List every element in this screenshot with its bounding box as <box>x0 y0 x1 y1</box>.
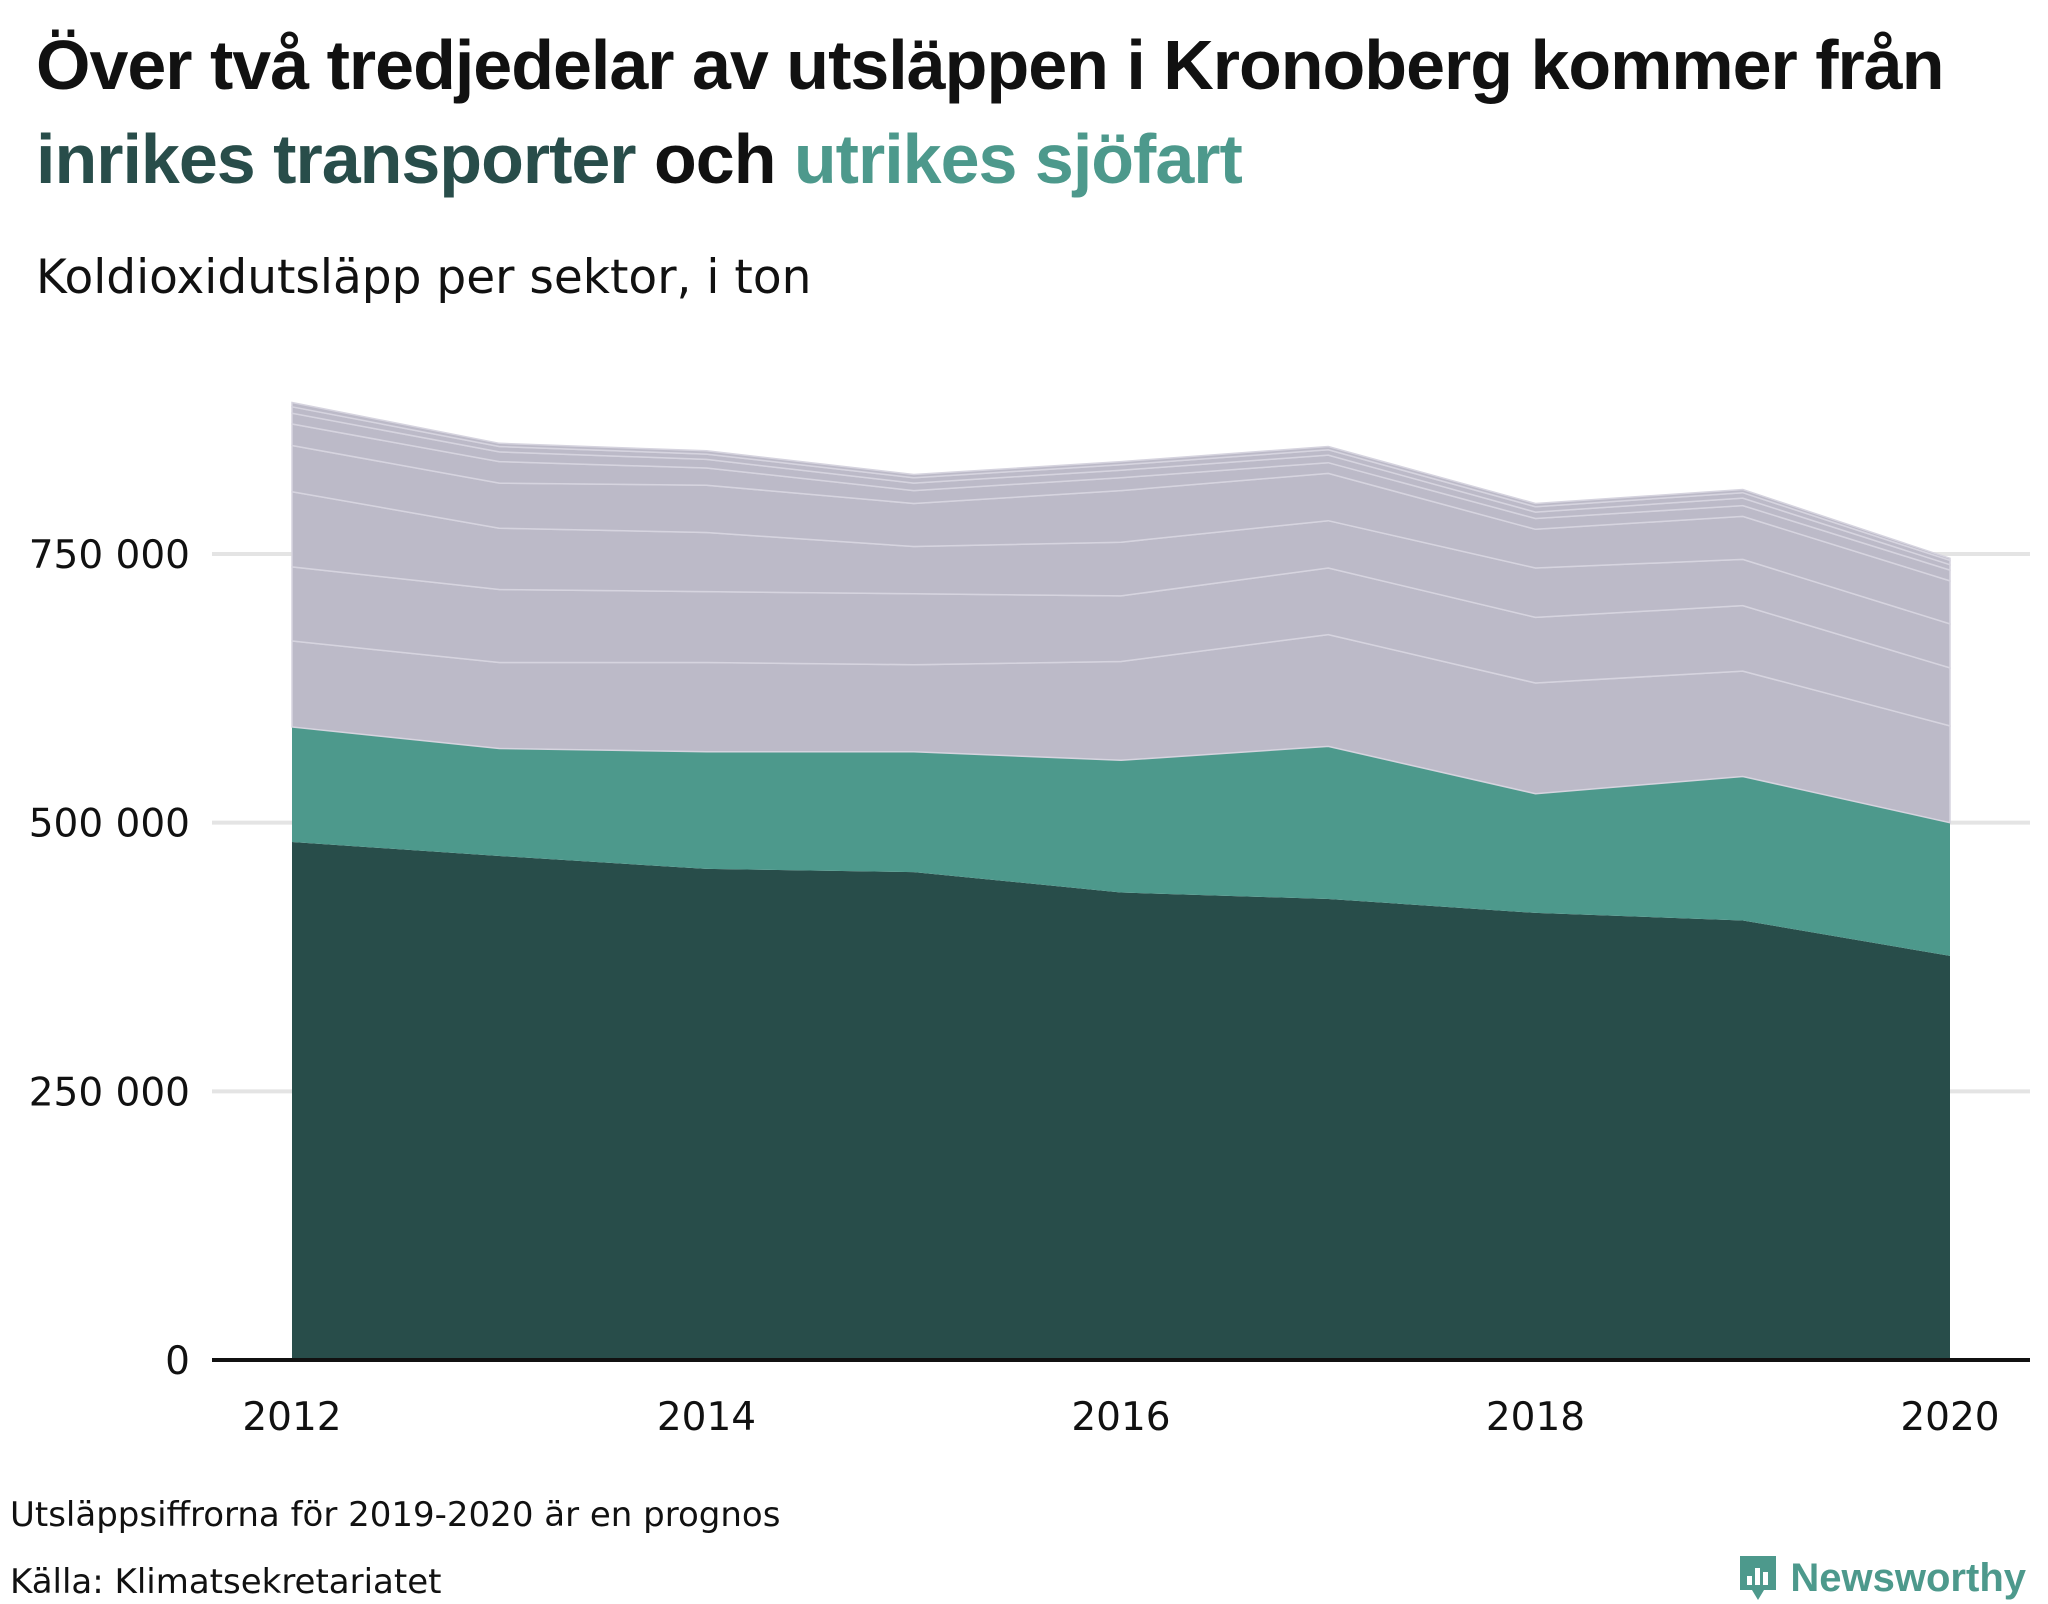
newsworthy-logo-icon <box>1740 1556 1777 1600</box>
brand: Newsworthy <box>1736 1552 2026 1604</box>
title-highlight-utrikes: utrikes sjöfart <box>793 120 1243 198</box>
x-tick-label: 2012 <box>242 1395 341 1440</box>
x-tick-label: 2014 <box>657 1395 756 1440</box>
title-line1: Över två tredjedelar av utsläppen i Kron… <box>36 26 1944 104</box>
area-other-8 <box>291 401 1951 562</box>
y-tick-label: 250 000 <box>29 1070 190 1115</box>
axes: 0 250 000 500 000 750 000 2012 2014 2016 2018 20… <box>29 533 2030 1440</box>
chart-title: Över två tredjedelar av utsläppen i Kron… <box>36 18 2016 206</box>
stacked-area-chart: 0 250 000 500 000 750 000 2012 2014 2016 2018 20… <box>29 401 2030 1440</box>
x-tick-label: 2016 <box>1071 1395 1170 1440</box>
area-sjofart <box>292 727 1950 956</box>
title-connector: och <box>635 120 794 198</box>
chart-subtitle: Koldioxidutsläpp per sektor, i ton <box>36 250 812 305</box>
area-inrikes <box>292 842 1950 1360</box>
y-tick-label: 500 000 <box>29 802 190 847</box>
forecast-note: Utsläppsiffrorna för 2019-2020 är en pro… <box>10 1495 781 1535</box>
y-tick-label: 750 000 <box>29 533 190 578</box>
x-tick-label: 2018 <box>1486 1395 1585 1440</box>
title-highlight-inrikes: inrikes transporter <box>36 120 637 198</box>
brand-name: Newsworthy <box>1790 1555 2026 1600</box>
x-tick-label: 2020 <box>1900 1395 1999 1440</box>
y-tick-label: 0 <box>165 1339 190 1384</box>
source-note: Källa: Klimatsekretariatet <box>10 1562 442 1602</box>
area-series <box>291 401 1951 1360</box>
